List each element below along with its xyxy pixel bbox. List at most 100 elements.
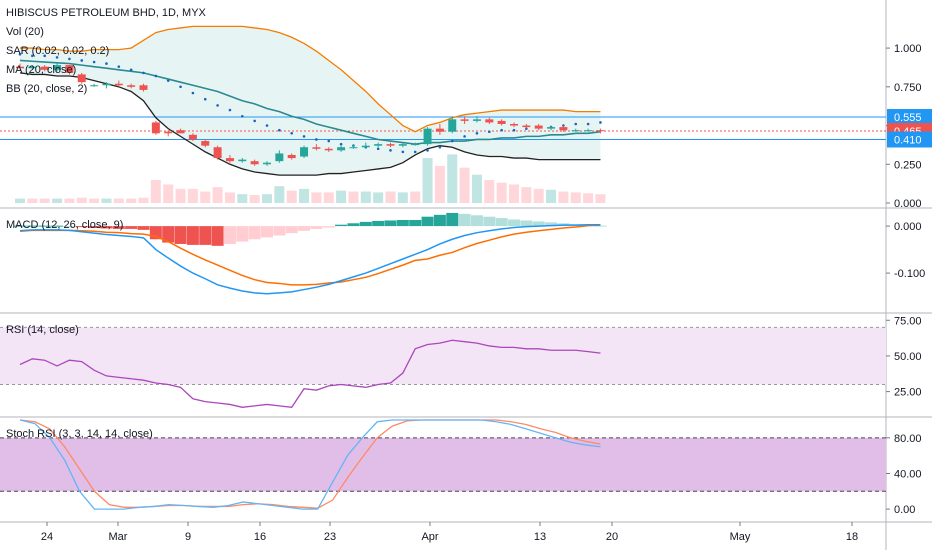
volume-bar (323, 192, 334, 203)
sar-dot (475, 131, 479, 135)
sar-dot (426, 149, 429, 152)
volume-bar (447, 154, 458, 203)
volume-bar (595, 194, 606, 203)
candle-body (460, 119, 469, 121)
macd-histogram-bar (446, 212, 459, 227)
macd-histogram-bar (495, 218, 508, 227)
price-tag (887, 131, 932, 148)
macd-pane-label: MACD (12, 26, close, 9) (6, 219, 124, 231)
time-axis-label: 13 (534, 531, 546, 543)
ma-line (19, 59, 601, 145)
sar-dot (401, 150, 405, 154)
candle-body (65, 65, 74, 73)
macd-histogram-bar (26, 225, 39, 227)
macd-axis-label: -0.100 (894, 268, 925, 280)
candle-body (127, 85, 136, 87)
macd-histogram-bar (261, 226, 273, 238)
sar-dot (586, 122, 590, 126)
volume-bar (348, 191, 359, 203)
sar-dot (18, 52, 22, 56)
sar-dot (389, 149, 392, 152)
bb-lower-line (19, 72, 601, 176)
volume-bar (286, 190, 297, 203)
sar-dot (31, 54, 34, 58)
time-axis-label: 24 (41, 531, 53, 543)
sar-dot (166, 79, 170, 82)
candle-body (28, 66, 37, 69)
sar-dot (117, 65, 121, 68)
volume-bar (422, 157, 433, 203)
volume-bar (27, 198, 38, 203)
indicator-sar-label: SAR (0.02, 0.02, 0.2) (6, 45, 110, 57)
candle-body (435, 128, 444, 132)
sar-dot (512, 128, 516, 132)
sar-dot (574, 122, 578, 126)
macd-pane: 0.000 -0.100 (14, 212, 925, 295)
candle-body (337, 147, 346, 151)
candle-body (472, 119, 481, 121)
candle-body (201, 141, 210, 146)
volume-bar (434, 165, 445, 203)
candle-body (349, 147, 358, 149)
rsi-pane: 75.00 50.00 25.00 (0, 315, 922, 408)
candle-body (312, 147, 321, 149)
candle-body (151, 122, 160, 134)
sar-dot (179, 85, 182, 89)
volume-bar (299, 188, 310, 203)
price-tag (887, 109, 932, 126)
candle-body (398, 144, 407, 146)
sar-dot (105, 62, 108, 65)
rsi-line (19, 339, 601, 408)
stoch-axis-label: 0.00 (894, 504, 915, 516)
candle-body (596, 130, 605, 132)
macd-histogram-bar (38, 225, 51, 227)
sar-dot (241, 114, 244, 118)
macd-histogram-bar (372, 220, 385, 227)
macd-histogram-bar (458, 213, 471, 227)
volume-bar (484, 180, 495, 203)
sar-dot (413, 150, 417, 154)
macd-histogram-bar (347, 223, 360, 227)
volume-bar (249, 195, 260, 203)
sar-dot (80, 59, 84, 62)
sar-dot (339, 142, 343, 146)
candle-body (300, 147, 309, 157)
sar-dot (463, 135, 466, 138)
volume-bar (89, 198, 100, 203)
candle-body (547, 127, 556, 129)
macd-histogram-bar (335, 224, 348, 227)
volume-bar (187, 188, 198, 203)
macd-histogram-bar (310, 226, 323, 229)
indicator-vol-label: Vol (20) (6, 26, 44, 38)
volume-bar (237, 194, 248, 203)
candle-body (77, 74, 86, 83)
volume-bar (471, 174, 482, 203)
sar-dot (142, 71, 145, 75)
stoch-d-line (19, 419, 601, 509)
rsi-axis-label: 25.00 (894, 387, 922, 399)
volume-bar (64, 198, 75, 203)
sar-dot (500, 128, 503, 132)
candle-body (114, 83, 123, 86)
volume-bar (546, 189, 557, 203)
volume-bar (52, 198, 63, 203)
candle-body (102, 83, 111, 86)
macd-histogram-bar (273, 226, 286, 236)
sar-dot (92, 60, 96, 64)
volume-bar (521, 187, 532, 203)
candle-body (571, 130, 580, 132)
candle-body (263, 162, 271, 165)
stoch-band (0, 437, 886, 492)
macd-histogram-bar (199, 226, 212, 245)
volume-bar (311, 192, 322, 203)
sar-dot (216, 104, 219, 107)
volume-bar (126, 198, 137, 203)
volume-bar (373, 192, 384, 203)
candle-body (485, 119, 494, 123)
candle-body (510, 123, 518, 126)
sar-dot (55, 56, 59, 59)
candle-body (411, 144, 420, 146)
time-axis-label: 16 (254, 531, 266, 543)
